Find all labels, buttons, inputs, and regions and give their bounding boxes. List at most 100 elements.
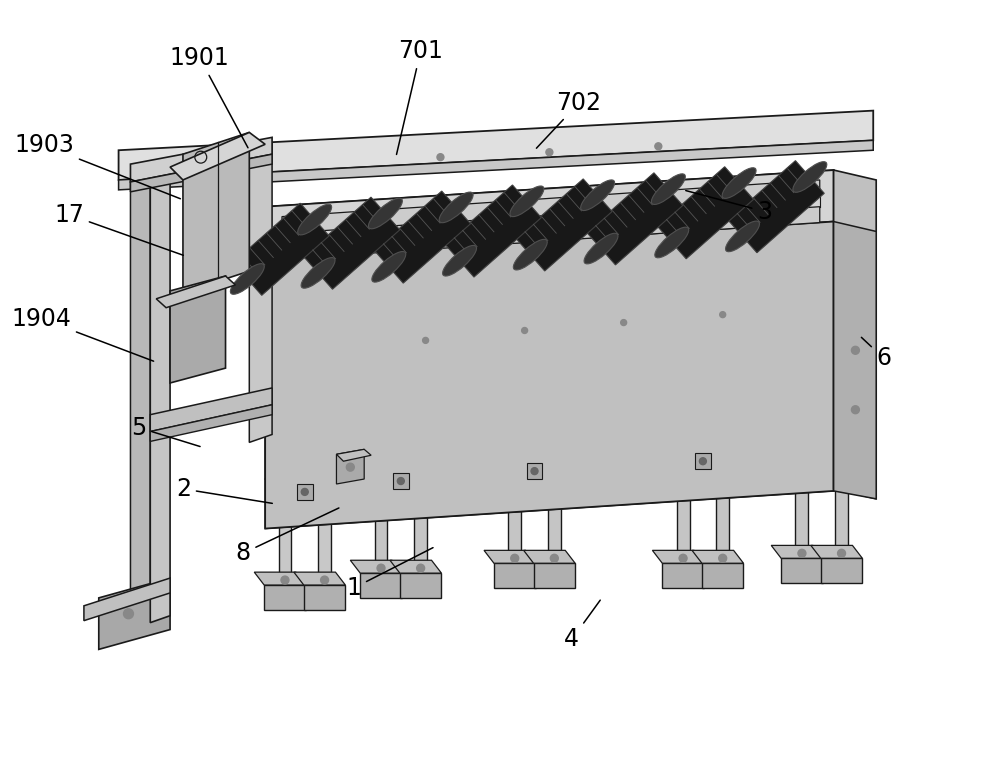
Polygon shape [657, 167, 754, 259]
Polygon shape [414, 474, 427, 573]
Polygon shape [374, 191, 471, 283]
Polygon shape [692, 550, 743, 563]
Polygon shape [294, 572, 345, 585]
Text: 3: 3 [686, 190, 772, 224]
Ellipse shape [368, 198, 402, 229]
Polygon shape [170, 276, 226, 383]
Text: 8: 8 [235, 508, 339, 565]
Polygon shape [548, 464, 561, 563]
Polygon shape [393, 473, 409, 489]
Polygon shape [835, 447, 848, 559]
Polygon shape [781, 559, 823, 583]
Circle shape [655, 143, 662, 150]
Circle shape [397, 478, 404, 485]
Circle shape [346, 463, 354, 471]
Polygon shape [119, 140, 873, 189]
Circle shape [679, 554, 687, 562]
Polygon shape [702, 563, 743, 588]
Polygon shape [265, 170, 834, 479]
Polygon shape [130, 138, 272, 182]
Text: 702: 702 [536, 91, 602, 148]
Polygon shape [652, 550, 704, 563]
Polygon shape [282, 180, 820, 234]
Text: 5: 5 [131, 416, 200, 447]
Polygon shape [524, 550, 575, 563]
Polygon shape [119, 110, 873, 180]
Circle shape [851, 346, 859, 355]
Ellipse shape [655, 228, 689, 258]
Polygon shape [130, 174, 150, 629]
Ellipse shape [230, 263, 264, 295]
Ellipse shape [581, 180, 615, 211]
Polygon shape [170, 132, 265, 180]
Text: 6: 6 [861, 337, 891, 370]
Circle shape [838, 549, 846, 557]
Polygon shape [795, 447, 848, 463]
Polygon shape [375, 477, 387, 573]
Circle shape [621, 320, 627, 326]
Polygon shape [400, 573, 441, 598]
Polygon shape [150, 388, 272, 431]
Polygon shape [716, 454, 729, 563]
Polygon shape [156, 276, 235, 307]
Polygon shape [265, 441, 834, 529]
Polygon shape [150, 405, 272, 441]
Text: 701: 701 [397, 40, 443, 154]
Polygon shape [279, 486, 291, 585]
Polygon shape [494, 563, 536, 588]
Polygon shape [183, 132, 249, 293]
Text: 1903: 1903 [14, 133, 180, 199]
Polygon shape [297, 484, 313, 500]
Circle shape [281, 576, 289, 584]
Polygon shape [336, 449, 364, 484]
Text: 17: 17 [54, 202, 183, 255]
Text: 1: 1 [346, 548, 433, 600]
Polygon shape [279, 483, 331, 499]
Polygon shape [304, 585, 345, 610]
Polygon shape [360, 573, 402, 598]
Circle shape [531, 468, 538, 475]
Text: 1901: 1901 [170, 46, 248, 148]
Circle shape [851, 406, 859, 414]
Ellipse shape [443, 245, 477, 276]
Ellipse shape [651, 174, 685, 205]
Polygon shape [587, 173, 683, 265]
Ellipse shape [439, 192, 473, 223]
Polygon shape [695, 454, 711, 469]
Circle shape [546, 148, 553, 156]
Polygon shape [265, 221, 834, 529]
Polygon shape [534, 563, 575, 588]
Polygon shape [390, 560, 441, 573]
Circle shape [423, 337, 429, 343]
Polygon shape [508, 467, 521, 563]
Circle shape [798, 549, 806, 557]
Text: 2: 2 [176, 477, 272, 503]
Circle shape [699, 458, 706, 465]
Ellipse shape [301, 257, 335, 288]
Circle shape [719, 554, 727, 562]
Polygon shape [233, 203, 329, 295]
Polygon shape [527, 463, 542, 479]
Polygon shape [264, 585, 306, 610]
Polygon shape [254, 572, 306, 585]
Polygon shape [99, 578, 170, 649]
Circle shape [321, 576, 329, 584]
Polygon shape [318, 483, 331, 585]
Polygon shape [350, 560, 402, 573]
Polygon shape [375, 474, 427, 490]
Polygon shape [795, 449, 808, 559]
Polygon shape [336, 449, 371, 461]
Ellipse shape [510, 186, 544, 217]
Ellipse shape [793, 161, 827, 193]
Polygon shape [445, 185, 541, 277]
Polygon shape [516, 179, 612, 271]
Polygon shape [282, 207, 820, 260]
Polygon shape [677, 454, 729, 470]
Polygon shape [821, 559, 862, 583]
Polygon shape [484, 550, 536, 563]
Ellipse shape [584, 233, 618, 264]
Ellipse shape [726, 221, 759, 252]
Polygon shape [265, 170, 834, 260]
Circle shape [522, 327, 528, 333]
Circle shape [377, 564, 385, 572]
